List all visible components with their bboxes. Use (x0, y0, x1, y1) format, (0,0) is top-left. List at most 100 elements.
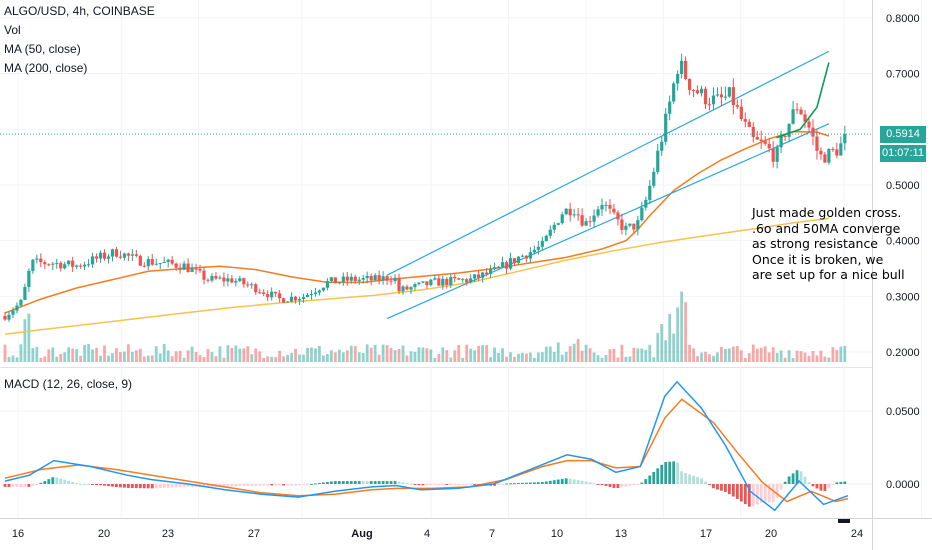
volume-bar (186, 350, 190, 362)
candle-body (755, 136, 759, 140)
candle-body (361, 278, 365, 280)
candle-body (194, 268, 198, 270)
candle-body (19, 299, 23, 306)
candle-body (258, 292, 262, 294)
volume-bar (815, 355, 819, 362)
candle-body (329, 277, 333, 282)
volume-bar (684, 302, 688, 362)
volume-bar (787, 350, 791, 362)
volume-bar (843, 345, 847, 362)
candle-body (297, 298, 302, 301)
candle-body (743, 119, 747, 122)
countdown-badge: 01:07:11 (880, 145, 926, 162)
volume-bar (43, 356, 47, 362)
volume-bar (453, 350, 457, 362)
price-tick-label: 0.7000 (886, 69, 920, 81)
macd-hist-bar (429, 484, 433, 486)
candle-body (747, 121, 751, 127)
macd-hist-bar (337, 481, 341, 484)
macd-hist-bar (835, 482, 839, 484)
candle-body (496, 266, 501, 268)
macd-hist-bar (743, 484, 747, 505)
volume-bar (35, 346, 39, 362)
candle-body (684, 60, 688, 79)
price-tick-label: 0.3000 (886, 291, 920, 303)
volume-bar (329, 350, 333, 362)
macd-hist-bar (329, 481, 333, 484)
volume-bar (322, 355, 325, 362)
macd-hist-bar (238, 484, 242, 487)
candle-body (254, 284, 258, 293)
macd-hist-bar (381, 481, 385, 484)
volume-bar (799, 351, 803, 362)
macd-hist-bar (596, 484, 600, 485)
volume-bar (668, 313, 672, 362)
macd-hist-bar (310, 483, 313, 485)
macd-hist-bar (349, 481, 353, 484)
macd-hist-bar (222, 484, 226, 487)
macd-hist-bar (385, 481, 389, 484)
time-tick-label: 27 (248, 528, 260, 540)
volume-bar (302, 354, 305, 362)
volume-bar (150, 355, 154, 362)
macd-hist-bar (290, 484, 293, 486)
volume-bar (525, 353, 528, 362)
candle-body (616, 212, 620, 220)
candle-body (672, 83, 676, 102)
volume-bar (325, 354, 329, 362)
macd-hist-bar (441, 484, 445, 485)
macd-hist-bar (234, 484, 238, 487)
candle-body (500, 262, 505, 267)
macd-hist-bar (660, 464, 664, 484)
time-tick-label: 10 (551, 528, 563, 540)
macd-hist-bar (755, 484, 759, 505)
macd-hist-bar (779, 484, 783, 490)
macd-hist-bar (552, 480, 556, 484)
candle-body (711, 95, 716, 105)
volume-bar (724, 349, 727, 362)
macd-hist-bar (91, 484, 94, 485)
candle-body (98, 252, 103, 259)
volume-bar (381, 344, 385, 362)
volume-bar (234, 345, 238, 362)
macd-hist-bar (31, 484, 35, 486)
volume-bar (79, 355, 83, 362)
macd-hist-bar (405, 483, 409, 485)
candle-body (250, 284, 254, 286)
volume-bar (397, 348, 401, 362)
volume-bar (206, 349, 210, 362)
macd-hist-bar (417, 484, 421, 486)
last-price-badge: 0.5914 (880, 126, 926, 143)
volume-bar (616, 357, 620, 362)
macd-hist-bar (365, 481, 369, 484)
candle-body (270, 291, 274, 298)
macd-hist-bar (775, 484, 779, 498)
volume-bar (39, 357, 43, 362)
candle-body (174, 263, 178, 268)
volume-bar (170, 356, 174, 362)
candle-body (274, 291, 278, 294)
volume-bar (636, 348, 640, 362)
volume-bar (282, 356, 286, 362)
macd-hist-bar (103, 484, 106, 486)
macd-hist-bar (258, 484, 262, 486)
candle-body (644, 199, 648, 208)
candle-body (600, 205, 604, 210)
macd-hist-bar (787, 476, 791, 484)
volume-bar (3, 344, 7, 362)
candle-body (632, 223, 636, 230)
volume-bar (437, 353, 441, 362)
candle-body (67, 260, 71, 265)
volume-bar (656, 332, 660, 362)
volume-bar (831, 347, 835, 362)
candle-body (337, 281, 341, 284)
candle-body (787, 123, 791, 137)
macd-hist-bar (146, 484, 150, 489)
candle-body (31, 259, 35, 271)
volume-bar (290, 352, 293, 362)
volume-bar (314, 348, 317, 362)
candle-body (437, 278, 441, 286)
macd-hist-bar (505, 483, 508, 485)
macd-hist-bar (704, 481, 707, 484)
